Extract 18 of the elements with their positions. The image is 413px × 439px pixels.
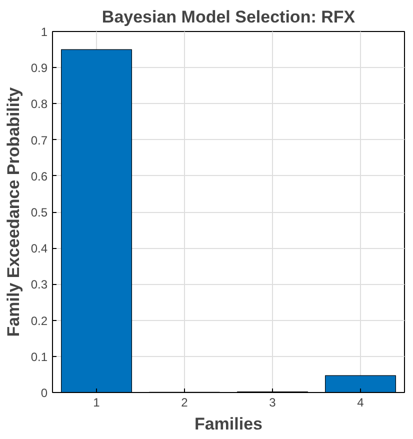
y-tick-label: 0.4: [30, 242, 48, 256]
x-tick-label: 4: [357, 396, 364, 410]
y-tick-label: 0.5: [30, 206, 48, 220]
x-tick-label: 2: [181, 396, 188, 410]
y-tick-label: 0.1: [30, 350, 48, 364]
y-axis-title: Family Exceedance Probability: [4, 86, 23, 337]
y-tick-label: 1: [40, 25, 48, 39]
y-tick-label: 0.2: [30, 314, 48, 328]
y-tick-label: 0.9: [30, 61, 48, 76]
y-tick-label: 0.8: [30, 97, 48, 112]
x-tick-label: 3: [269, 396, 276, 410]
y-tick-label: 0: [40, 386, 48, 400]
y-tick-label: 0.7: [30, 133, 48, 148]
chart-title: Bayesian Model Selection: RFX: [102, 8, 356, 26]
x-axis-title: Families: [194, 414, 263, 434]
y-tick-label: 0.3: [30, 278, 48, 292]
x-tick-label: 1: [93, 396, 100, 410]
y-tick-label: 0.6: [30, 169, 48, 184]
